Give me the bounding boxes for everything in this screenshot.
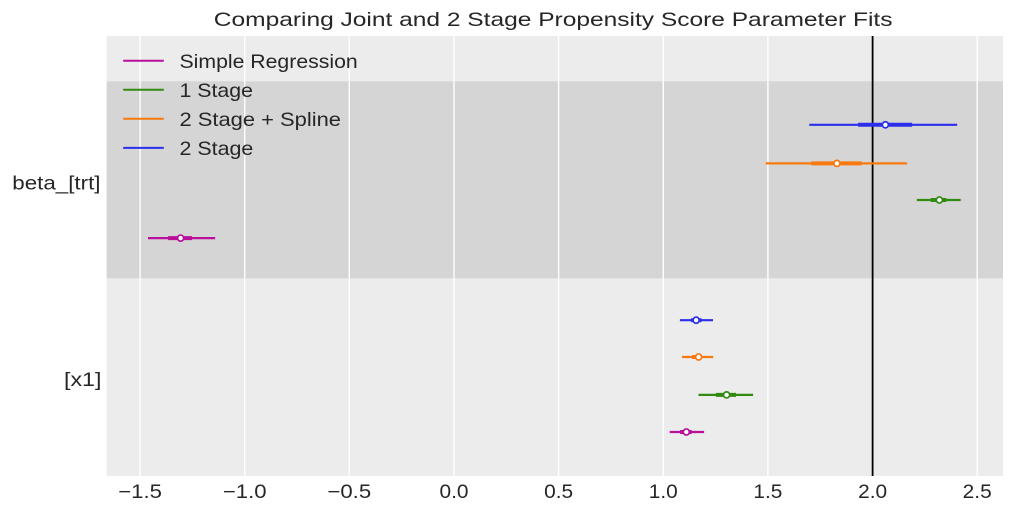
svg-text:beta_[trt]: beta_[trt] xyxy=(12,173,100,194)
svg-text:2 Stage: 2 Stage xyxy=(180,139,254,160)
svg-text:−0.5: −0.5 xyxy=(327,482,371,503)
svg-text:0.0: 0.0 xyxy=(440,482,469,503)
svg-text:1 Stage: 1 Stage xyxy=(180,81,254,102)
svg-text:Simple Regression: Simple Regression xyxy=(180,52,358,73)
svg-text:1.5: 1.5 xyxy=(753,482,782,503)
svg-text:1.0: 1.0 xyxy=(649,482,678,503)
svg-text:2.0: 2.0 xyxy=(858,482,887,503)
svg-text:2 Stage + Spline: 2 Stage + Spline xyxy=(180,110,342,131)
svg-text:[x1]: [x1] xyxy=(64,370,101,391)
svg-text:−1.0: −1.0 xyxy=(223,482,267,503)
svg-text:2.5: 2.5 xyxy=(963,482,992,503)
svg-text:Comparing Joint and 2 Stage Pr: Comparing Joint and 2 Stage Propensity S… xyxy=(214,9,893,31)
svg-text:−1.5: −1.5 xyxy=(118,482,162,503)
svg-text:0.5: 0.5 xyxy=(544,482,573,503)
